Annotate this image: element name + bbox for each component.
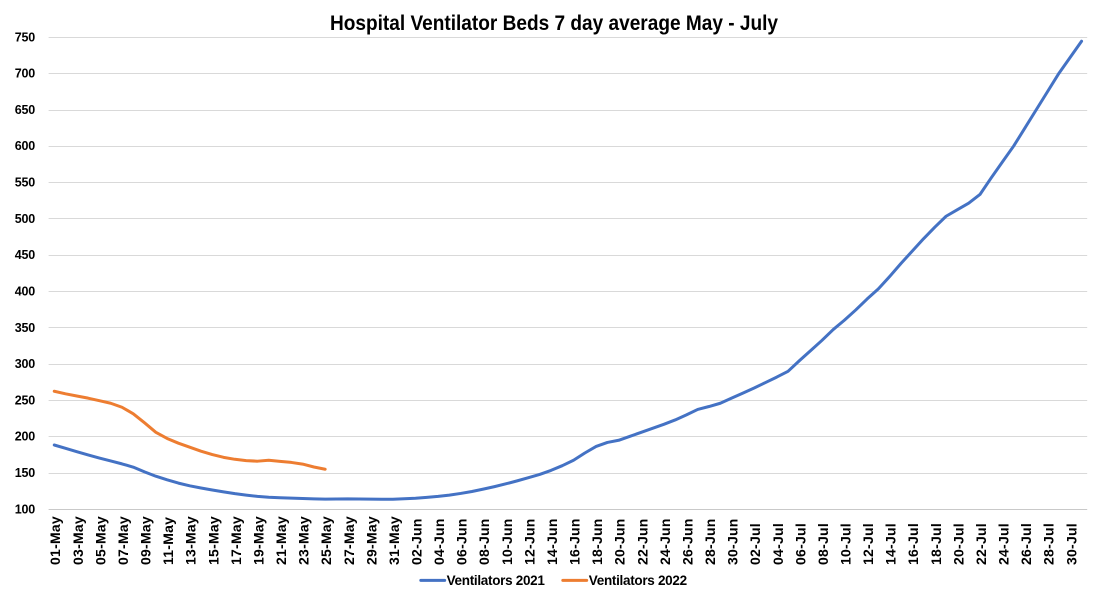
svg-text:12-Jul: 12-Jul [860,523,876,565]
svg-text:Ventilators 2022: Ventilators 2022 [589,573,687,588]
svg-text:06-Jun: 06-Jun [454,518,470,565]
svg-text:550: 550 [15,176,36,190]
svg-text:150: 150 [15,466,36,480]
svg-text:100: 100 [15,502,36,516]
svg-text:20-Jun: 20-Jun [612,518,628,565]
svg-text:28-Jul: 28-Jul [1041,523,1057,565]
svg-text:24-Jun: 24-Jun [657,518,673,565]
svg-text:02-Jun: 02-Jun [409,518,425,565]
svg-text:31-May: 31-May [386,516,402,565]
svg-text:16-Jun: 16-Jun [567,518,583,565]
svg-text:24-Jul: 24-Jul [996,523,1012,565]
svg-text:650: 650 [15,103,36,117]
svg-text:28-Jun: 28-Jun [702,518,718,565]
svg-text:20-Jul: 20-Jul [950,523,966,565]
svg-text:750: 750 [15,30,36,44]
svg-text:Ventilators 2021: Ventilators 2021 [447,573,546,588]
svg-text:450: 450 [15,248,36,262]
svg-text:03-May: 03-May [70,516,86,565]
svg-text:600: 600 [15,139,36,153]
svg-text:08-Jul: 08-Jul [815,523,831,565]
svg-text:21-May: 21-May [273,516,289,565]
svg-text:04-Jun: 04-Jun [431,518,447,565]
svg-text:Hospital Ventilator Beds 7 day: Hospital Ventilator Beds 7 day average M… [330,11,778,35]
svg-text:26-Jun: 26-Jun [679,518,695,565]
svg-text:22-Jun: 22-Jun [634,518,650,565]
svg-text:26-Jul: 26-Jul [1018,523,1034,565]
svg-text:07-May: 07-May [115,516,131,565]
svg-text:500: 500 [15,212,36,226]
svg-text:14-Jun: 14-Jun [544,518,560,565]
svg-text:06-Jul: 06-Jul [792,523,808,565]
svg-text:30-Jul: 30-Jul [1063,523,1079,565]
svg-text:200: 200 [15,430,36,444]
svg-text:01-May: 01-May [47,516,63,565]
svg-text:11-May: 11-May [160,517,176,565]
svg-text:05-May: 05-May [92,516,108,565]
svg-text:10-Jul: 10-Jul [837,523,853,565]
svg-text:350: 350 [15,321,36,335]
svg-text:17-May: 17-May [228,516,244,565]
svg-text:04-Jul: 04-Jul [770,523,786,565]
svg-text:12-Jun: 12-Jun [521,518,537,565]
svg-text:25-May: 25-May [318,516,334,565]
svg-text:250: 250 [15,393,36,407]
svg-text:18-Jun: 18-Jun [589,518,605,565]
svg-text:09-May: 09-May [138,516,154,565]
svg-text:400: 400 [15,284,36,298]
svg-text:700: 700 [15,67,36,81]
svg-text:22-Jul: 22-Jul [973,523,989,565]
svg-text:14-Jul: 14-Jul [883,523,899,565]
svg-text:29-May: 29-May [363,516,379,565]
svg-text:30-Jun: 30-Jun [725,518,741,565]
svg-text:13-May: 13-May [183,516,199,565]
svg-text:18-Jul: 18-Jul [928,523,944,565]
svg-text:15-May: 15-May [205,516,221,565]
svg-text:10-Jun: 10-Jun [499,518,515,565]
svg-text:23-May: 23-May [296,516,312,565]
svg-text:19-May: 19-May [250,516,266,565]
svg-text:16-Jul: 16-Jul [905,523,921,565]
svg-text:27-May: 27-May [341,516,357,565]
svg-text:02-Jul: 02-Jul [747,523,763,565]
svg-text:300: 300 [15,357,36,371]
svg-text:08-Jun: 08-Jun [476,518,492,565]
